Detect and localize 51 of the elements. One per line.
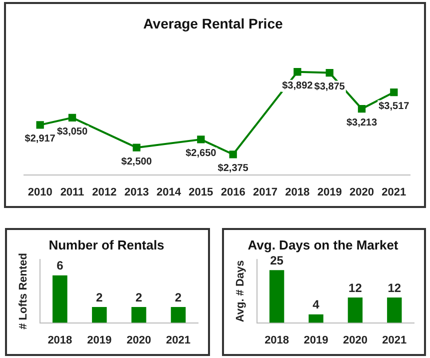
x-tick-label: 2020 — [342, 334, 368, 346]
data-label: 2 — [174, 290, 182, 304]
data-label: 12 — [388, 280, 402, 295]
chart-title: Average Rental Price — [143, 15, 283, 32]
chart-title: Avg. Days on the Market — [248, 237, 399, 252]
data-label: $2,375 — [218, 163, 249, 174]
data-label: $3,875 — [314, 82, 346, 93]
data-label: 12 — [348, 280, 362, 295]
x-tick-label: 2019 — [87, 334, 112, 346]
point — [197, 136, 205, 144]
x-tick-label: 2020 — [350, 186, 374, 198]
x-tick-label: 2021 — [382, 334, 407, 346]
data-label: $2,500 — [121, 156, 152, 168]
x-tick-label: 2017 — [253, 186, 278, 198]
data-label: $3,213 — [346, 118, 378, 129]
data-label: $2,650 — [186, 148, 217, 160]
x-tick-label: 2012 — [92, 186, 117, 198]
point — [68, 114, 76, 122]
x-tick-label: 2021 — [382, 186, 406, 198]
data-label: $2,917 — [24, 134, 56, 145]
x-tick-label: 2018 — [264, 334, 290, 346]
point — [326, 68, 334, 77]
data-label: 2 — [135, 290, 142, 304]
chart-title: Number of Rentals — [48, 237, 164, 252]
x-tick-label: 2020 — [126, 334, 152, 346]
y-axis-title: # Lofts Rented — [18, 252, 30, 330]
data-label: 25 — [270, 253, 284, 268]
data-label: $3,892 — [282, 80, 314, 92]
point — [36, 121, 44, 129]
x-tick-label: 2018 — [48, 334, 72, 346]
x-tick-label: 2013 — [124, 186, 149, 198]
data-label: 2 — [96, 290, 104, 304]
point — [229, 150, 237, 158]
x-tick-label: 2014 — [156, 186, 182, 198]
data-label: 4 — [312, 298, 320, 312]
x-tick-label: 2021 — [166, 334, 191, 346]
data-label: $3,517 — [378, 101, 410, 112]
x-tick-label: 2019 — [304, 334, 328, 346]
x-tick-label: 2010 — [28, 186, 52, 198]
data-label: 6 — [56, 258, 64, 273]
x-tick-label: 2016 — [220, 186, 246, 198]
point — [294, 68, 302, 76]
x-tick-label: 2019 — [317, 186, 342, 198]
point — [132, 144, 140, 152]
x-tick-label: 2015 — [188, 186, 214, 198]
x-tick-label: 2018 — [285, 186, 310, 198]
data-label: $3,050 — [56, 126, 88, 138]
point — [390, 88, 398, 96]
point — [358, 104, 366, 113]
y-axis-title: Avg. # Days — [234, 260, 247, 322]
x-tick-label: 2011 — [60, 186, 84, 198]
